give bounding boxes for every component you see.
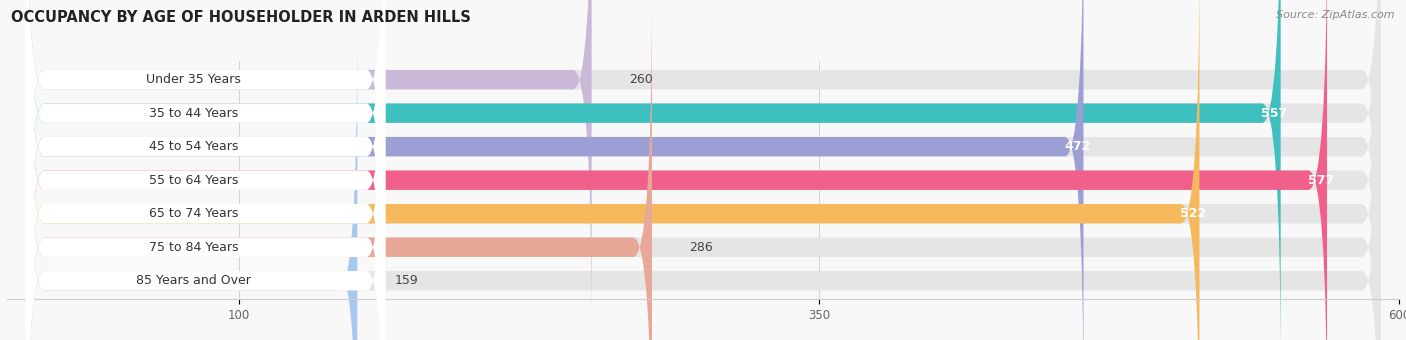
Text: 286: 286 [689,241,713,254]
Text: 45 to 54 Years: 45 to 54 Years [149,140,239,153]
FancyBboxPatch shape [25,0,652,340]
FancyBboxPatch shape [25,22,385,340]
Text: 35 to 44 Years: 35 to 44 Years [149,107,239,120]
FancyBboxPatch shape [25,0,1381,340]
FancyBboxPatch shape [25,0,385,340]
FancyBboxPatch shape [25,0,1281,340]
Text: 522: 522 [1180,207,1206,220]
FancyBboxPatch shape [25,22,1381,340]
Text: Source: ZipAtlas.com: Source: ZipAtlas.com [1277,10,1395,20]
FancyBboxPatch shape [25,0,1381,340]
Text: 260: 260 [628,73,652,86]
Text: 472: 472 [1064,140,1091,153]
FancyBboxPatch shape [25,0,1084,340]
FancyBboxPatch shape [25,0,1381,338]
Text: 65 to 74 Years: 65 to 74 Years [149,207,239,220]
FancyBboxPatch shape [25,0,1199,340]
Text: 75 to 84 Years: 75 to 84 Years [149,241,239,254]
Text: 85 Years and Over: 85 Years and Over [136,274,252,287]
FancyBboxPatch shape [25,0,385,340]
FancyBboxPatch shape [25,0,1381,340]
Text: Under 35 Years: Under 35 Years [146,73,242,86]
FancyBboxPatch shape [25,0,1381,340]
FancyBboxPatch shape [25,22,357,340]
FancyBboxPatch shape [25,0,1381,340]
FancyBboxPatch shape [25,0,385,340]
FancyBboxPatch shape [25,0,385,340]
Text: 55 to 64 Years: 55 to 64 Years [149,174,239,187]
Text: 557: 557 [1261,107,1288,120]
FancyBboxPatch shape [25,0,385,340]
Text: 577: 577 [1308,174,1334,187]
Text: OCCUPANCY BY AGE OF HOUSEHOLDER IN ARDEN HILLS: OCCUPANCY BY AGE OF HOUSEHOLDER IN ARDEN… [11,10,471,25]
FancyBboxPatch shape [25,0,592,338]
FancyBboxPatch shape [25,0,1327,340]
Text: 159: 159 [395,274,418,287]
FancyBboxPatch shape [25,0,385,338]
